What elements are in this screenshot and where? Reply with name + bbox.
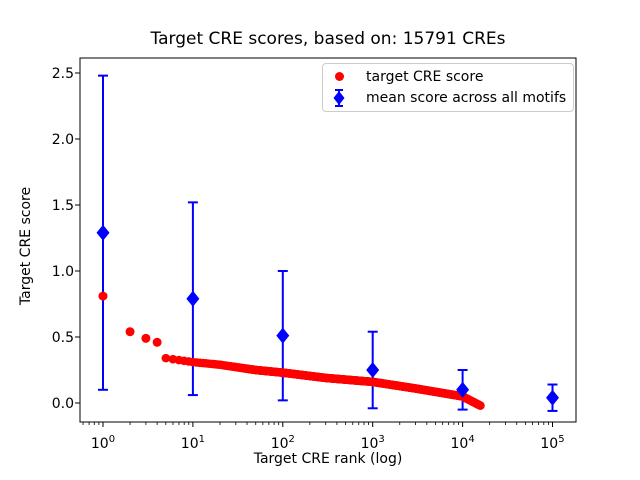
svg-text:105: 105 xyxy=(540,434,564,452)
legend: target CRE score mean score across all m… xyxy=(322,63,574,112)
svg-text:100: 100 xyxy=(91,434,115,452)
legend-label: target CRE score xyxy=(366,68,484,85)
svg-text:2.0: 2.0 xyxy=(52,132,74,148)
svg-text:104: 104 xyxy=(450,434,474,452)
blue-diamond-marker-icon xyxy=(323,87,355,109)
svg-text:102: 102 xyxy=(271,434,295,452)
legend-entry-mean-score: mean score across all motifs xyxy=(323,87,573,109)
svg-text:1.5: 1.5 xyxy=(52,198,74,214)
legend-entry-target-cre-score: target CRE score xyxy=(323,66,573,87)
svg-text:2.5: 2.5 xyxy=(52,66,74,82)
svg-text:0.5: 0.5 xyxy=(52,330,74,346)
red-dot-marker-icon xyxy=(323,72,355,81)
svg-text:1.0: 1.0 xyxy=(52,264,74,280)
chart-title: Target CRE scores, based on: 15791 CREs xyxy=(150,29,506,49)
x-axis-label: Target CRE rank (log) xyxy=(253,451,403,467)
svg-text:103: 103 xyxy=(361,434,385,452)
svg-text:0.0: 0.0 xyxy=(52,396,74,412)
legend-label: mean score across all motifs xyxy=(366,90,567,106)
svg-text:101: 101 xyxy=(181,434,205,452)
